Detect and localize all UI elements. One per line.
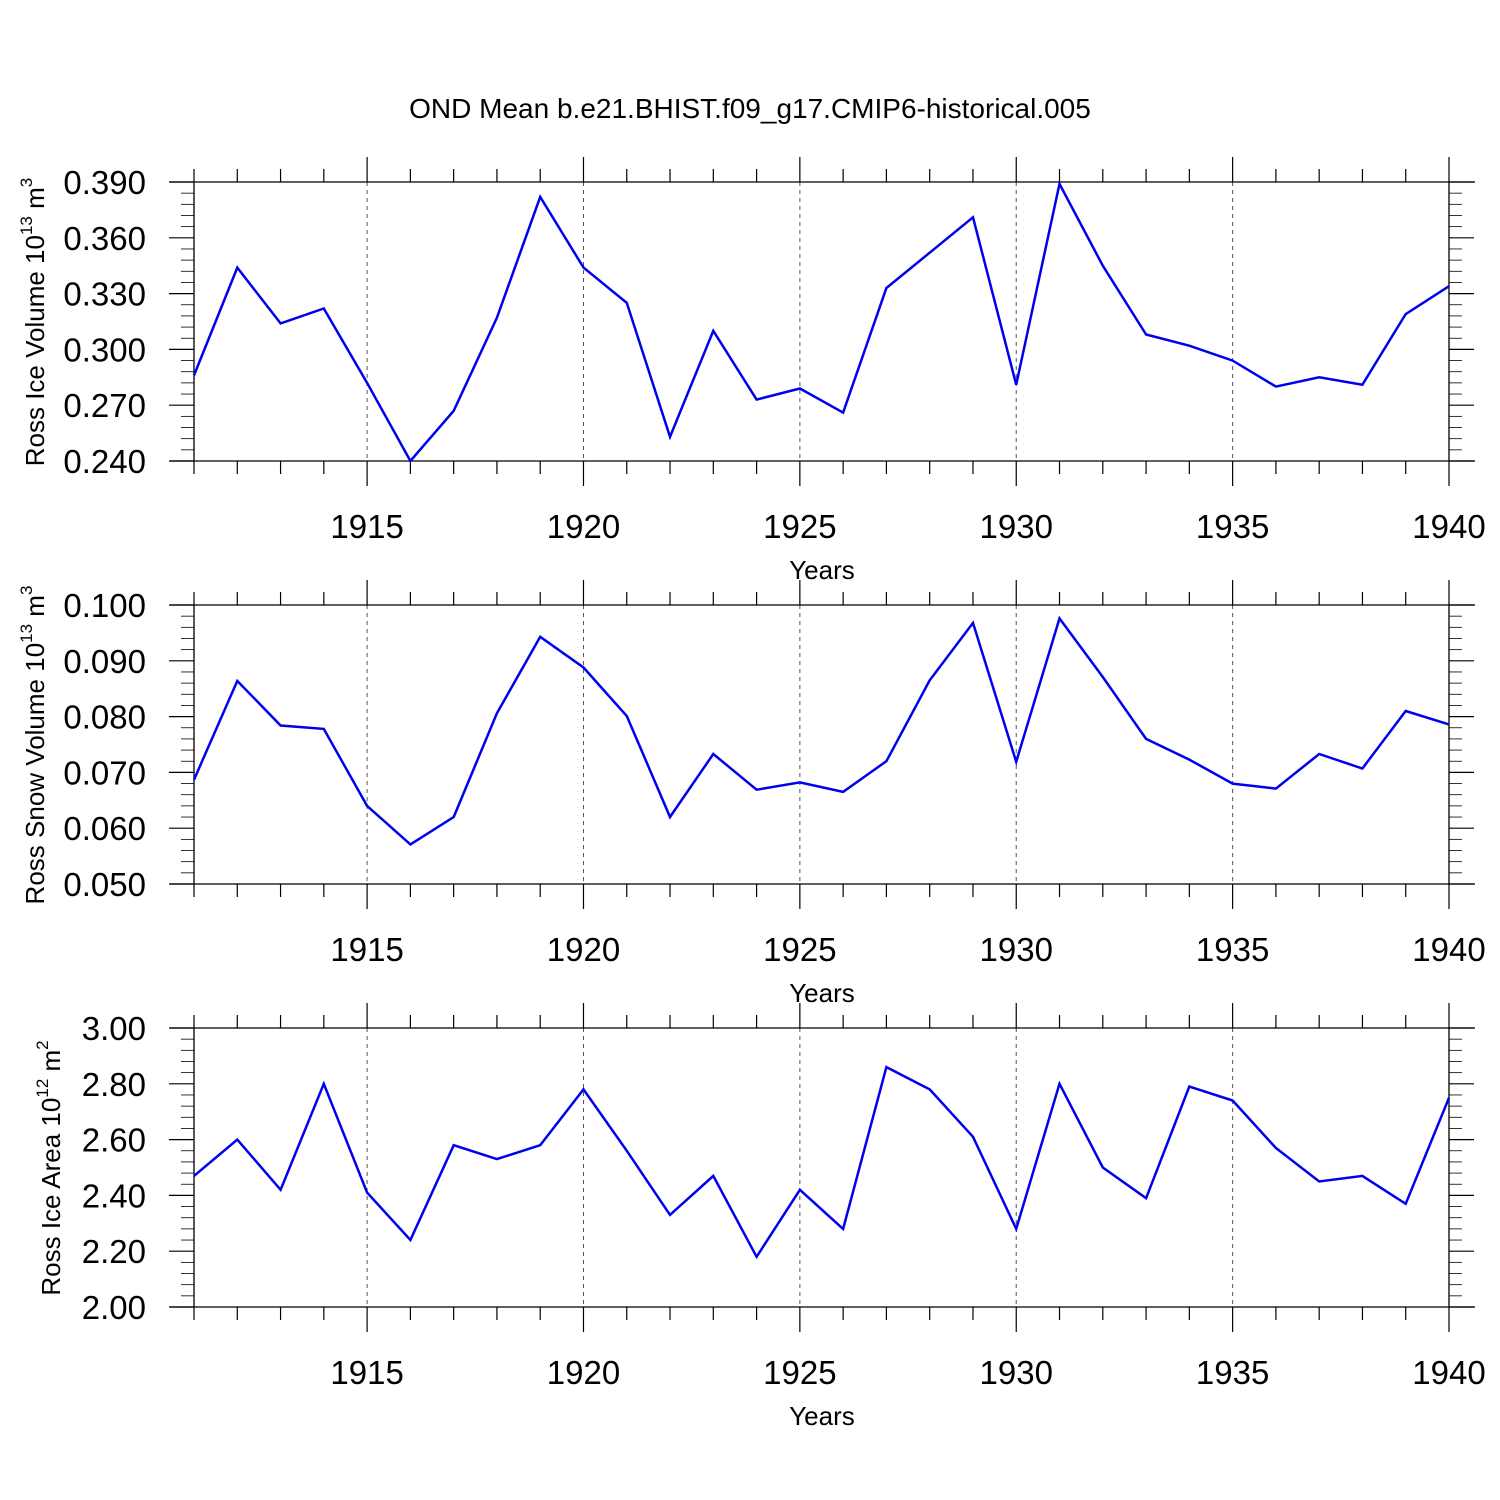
x-tick-label: 1920 [547, 931, 620, 968]
x-tick-label: 1935 [1196, 931, 1269, 968]
x-tick-label: 1935 [1196, 1354, 1269, 1391]
x-tick-label: 1925 [763, 931, 836, 968]
x-axis-label: Years [789, 555, 855, 585]
ice-area-panel: Ross Ice Area 1012 m2 Years 1915 1920 1925… [33, 1003, 1486, 1431]
y-tick-label: 0.330 [63, 276, 146, 313]
y-tick-label: 2.20 [82, 1233, 146, 1270]
y-tick-label: 0.100 [63, 587, 146, 624]
y-tick-label: 0.240 [63, 443, 146, 480]
figure-title: OND Mean b.e21.BHIST.f09_g17.CMIP6-histo… [409, 93, 1091, 124]
y-tick-label: 0.060 [63, 810, 146, 847]
x-tick-label: 1940 [1412, 931, 1485, 968]
x-tick-label: 1915 [330, 1354, 403, 1391]
y-axis-label: Ross Ice Area 1012 m2 [33, 1040, 66, 1295]
y-tick-label: 0.080 [63, 699, 146, 736]
y-axis-label: Ross Snow Volume 1013 m3 [17, 586, 50, 905]
x-tick-label: 1920 [547, 508, 620, 545]
x-tick-label: 1915 [330, 931, 403, 968]
x-tick-label: 1940 [1412, 1354, 1485, 1391]
y-tick-label: 2.40 [82, 1177, 146, 1214]
y-tick-label: 3.00 [82, 1010, 146, 1047]
x-axis-label: Years [789, 978, 855, 1008]
x-tick-label: 1925 [763, 1354, 836, 1391]
x-tick-label: 1940 [1412, 508, 1485, 545]
x-tick-label: 1925 [763, 508, 836, 545]
y-tick-label: 0.050 [63, 866, 146, 903]
y-tick-label: 0.390 [63, 164, 146, 201]
series-line [193, 1065, 1451, 1260]
y-tick-label: 0.300 [63, 331, 146, 368]
y-axis-label: Ross Ice Volume 1013 m3 [17, 178, 50, 467]
x-tick-label: 1935 [1196, 508, 1269, 545]
ice-volume-panel: Ross Ice Volume 1013 m3 Years 1915 1920 19… [17, 157, 1486, 585]
y-tick-label: 0.270 [63, 387, 146, 424]
x-tick-label: 1930 [980, 1354, 1053, 1391]
y-tick-label: 0.090 [63, 643, 146, 680]
y-tick-label: 2.80 [82, 1066, 146, 1103]
y-tick-label: 0.070 [63, 754, 146, 791]
x-tick-label: 1930 [980, 508, 1053, 545]
y-tick-label: 2.60 [82, 1122, 146, 1159]
x-tick-label: 1915 [330, 508, 403, 545]
x-tick-label: 1930 [980, 931, 1053, 968]
series-line [192, 615, 1450, 846]
x-tick-label: 1920 [547, 1354, 620, 1391]
snow-volume-panel: Ross Snow Volume 1013 m3 Years 1915 1920 1… [17, 580, 1486, 1008]
series-line [192, 180, 1450, 464]
y-tick-label: 0.360 [63, 220, 146, 257]
x-axis-label: Years [789, 1401, 855, 1431]
y-tick-label: 2.00 [82, 1289, 146, 1326]
